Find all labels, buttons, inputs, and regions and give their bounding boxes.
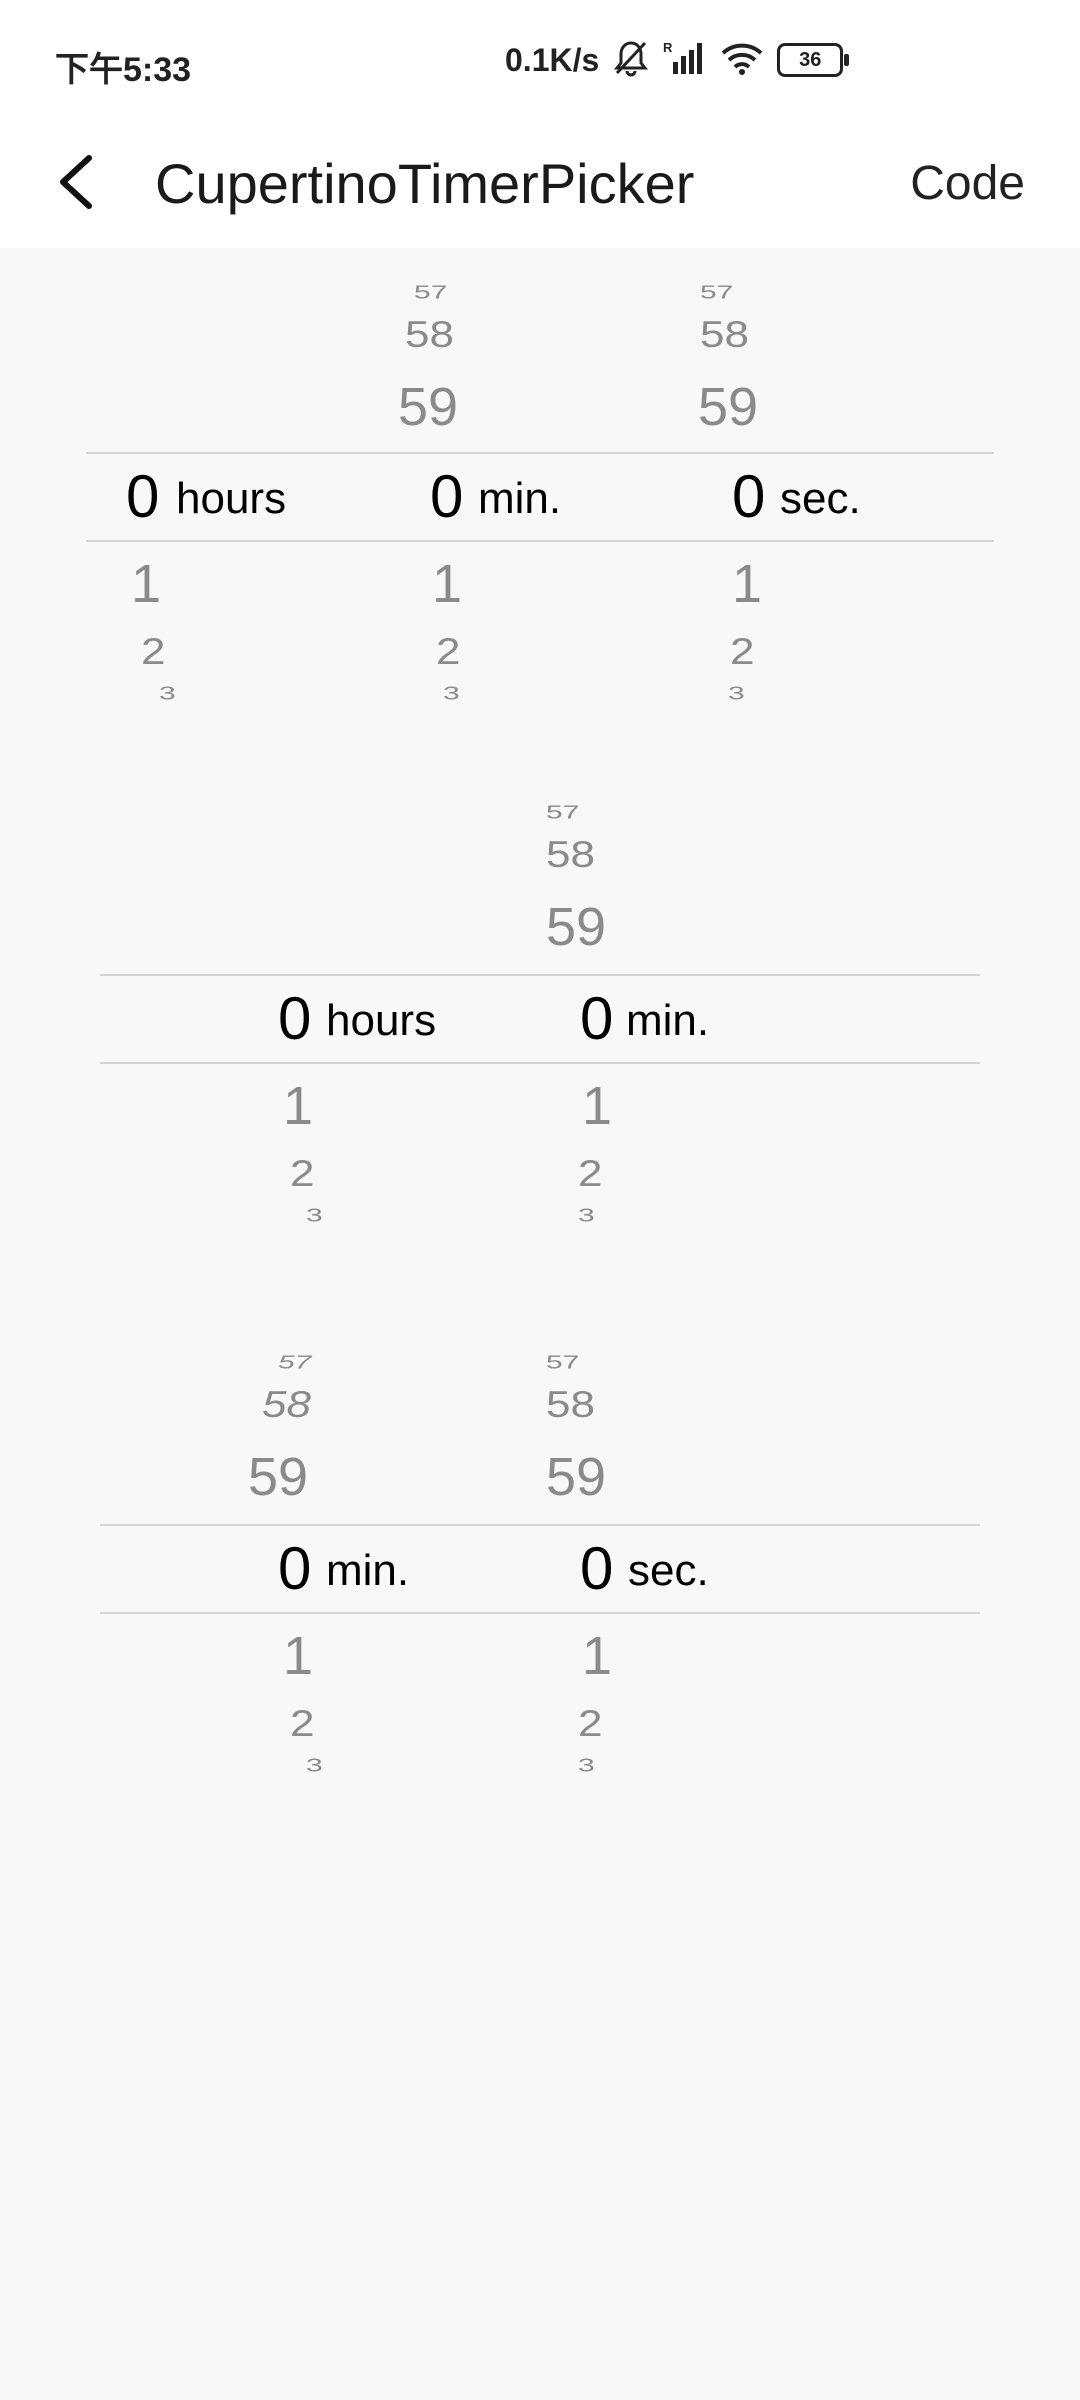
svg-text:R: R <box>663 40 673 55</box>
list-item: 58 <box>546 1383 595 1426</box>
list-item: 1 <box>283 1626 314 1686</box>
list-item: 2 <box>290 1702 315 1745</box>
list-item: 1 <box>283 1076 314 1136</box>
list-item: 59 <box>546 897 607 957</box>
minutes-selected: 0 <box>430 463 464 530</box>
minutes-selected: 0 <box>580 985 614 1052</box>
list-item: 57 <box>414 282 448 303</box>
list-item: 2 <box>436 630 461 673</box>
list-item: 3 <box>306 1205 323 1226</box>
list-item: 3 <box>159 683 176 704</box>
selection-top-line <box>100 974 980 976</box>
status-icons: 0.1K/s R 36 <box>505 39 850 82</box>
back-button[interactable] <box>55 142 115 222</box>
list-item: 1 <box>582 1076 613 1136</box>
minutes-unit: min. <box>326 1546 410 1595</box>
battery-icon: 36 <box>777 43 850 77</box>
list-item: 58 <box>262 1383 311 1426</box>
seconds-selected: 0 <box>732 463 766 530</box>
minutes-unit: min. <box>478 474 562 523</box>
list-item: 2 <box>730 630 755 673</box>
hours-selected: 0 <box>278 985 312 1052</box>
list-item: 3 <box>578 1755 595 1776</box>
code-button[interactable]: Code <box>910 157 1025 210</box>
minutes-selected: 0 <box>278 1535 312 1602</box>
net-speed: 0.1K/s <box>505 41 600 78</box>
selection-bottom-line <box>86 540 994 542</box>
list-item: 2 <box>578 1702 603 1745</box>
seconds-unit: sec. <box>780 474 861 523</box>
selection-top-line <box>100 1524 980 1526</box>
list-item: 1 <box>582 1626 613 1686</box>
app-bar: CupertinoTimerPicker Code <box>0 120 1080 248</box>
list-item: 59 <box>546 1447 607 1507</box>
list-item: 3 <box>728 683 745 704</box>
hours-unit: hours <box>326 996 437 1045</box>
selection-bottom-line <box>100 1062 980 1064</box>
page-title: CupertinoTimerPicker <box>155 152 695 215</box>
status-time: 下午5:33 <box>55 51 192 89</box>
chevron-left-icon <box>60 155 92 209</box>
hours-unit: hours <box>176 474 287 523</box>
list-item: 57 <box>700 282 734 303</box>
list-item: 3 <box>578 1205 595 1226</box>
list-item: 58 <box>405 313 454 356</box>
selection-bottom-line <box>100 1612 980 1614</box>
list-item: 57 <box>546 1352 580 1373</box>
signal-icon: R <box>663 40 707 81</box>
list-item: 3 <box>306 1755 323 1776</box>
status-bar: 下午5:33 0.1K/s R 36 <box>0 0 1080 120</box>
minutes-unit: min. <box>626 996 710 1045</box>
hours-selected: 0 <box>126 463 160 530</box>
list-item: 57 <box>546 802 580 823</box>
list-item: 1 <box>432 554 463 614</box>
list-item: 1 <box>732 554 763 614</box>
list-item: 3 <box>443 683 460 704</box>
list-item: 1 <box>131 554 162 614</box>
list-item: 59 <box>398 377 459 437</box>
list-item: 57 <box>278 1352 312 1373</box>
selection-top-line <box>86 452 994 454</box>
seconds-selected: 0 <box>580 1535 614 1602</box>
list-item: 58 <box>700 313 749 356</box>
seconds-unit: sec. <box>628 1546 709 1595</box>
wifi-icon <box>721 41 763 80</box>
list-item: 59 <box>248 1447 309 1507</box>
list-item: 58 <box>546 833 595 876</box>
list-item: 2 <box>578 1152 603 1195</box>
bell-mute-icon <box>613 39 649 82</box>
list-item: 2 <box>141 630 166 673</box>
list-item: 2 <box>290 1152 315 1195</box>
list-item: 59 <box>698 377 759 437</box>
